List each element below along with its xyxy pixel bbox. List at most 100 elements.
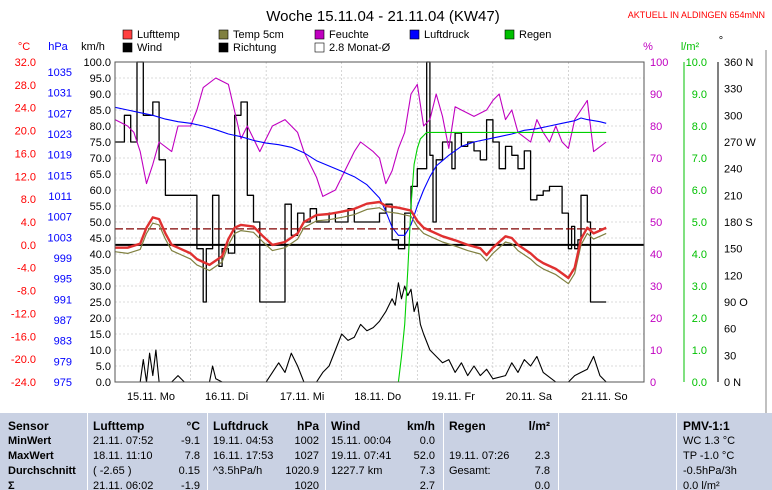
tick-pressure: 1019 [48,150,72,162]
legend-label-luftdruck: Luftdruck [424,29,470,41]
luftdruck-avg-value: 1020.9 [285,465,319,477]
pmv-windchill: WC 1.3 °C [683,435,736,447]
legend-label-lufttemp: Lufttemp [137,29,180,41]
wind-avg: 1227.7 km 7.3 [331,464,439,479]
tick-direction: 240 [724,164,742,176]
tick-temp: 8.0 [21,194,36,206]
tick-temp: 20.0 [15,126,36,138]
tick-humidity: 60 [650,185,662,197]
tick-pressure: 1003 [48,232,72,244]
tick-pressure: 987 [54,315,72,327]
luftdruck-max-time: 16.11. 17:53 [213,450,274,462]
legend-label-richtung: Richtung [233,42,276,54]
tick-pressure: 991 [54,294,72,306]
luftdruck-unit: hPa [296,419,319,433]
tick-pressure: 979 [54,356,72,368]
tick-humidity: 30 [650,281,662,293]
row-label-avg: Durchschnitt [8,465,76,477]
lufttemp-max-time: 18.11. 11:10 [93,450,153,462]
tick-wind: 25.0 [90,297,111,309]
tick-wind: 70.0 [90,153,111,165]
luftdruck-column: Luftdruck hPa 19.11. 04:53 1002 16.11. 17:… [213,419,323,490]
tick-direction: 360 N [724,57,753,69]
tick-wind: 95.0 [90,73,111,85]
regen-title: Regen [449,419,486,433]
wind-max: 19.11. 07:41 52.0 [331,449,439,464]
day-label: 19.11. Fr [432,391,476,403]
legend-label-regen: Regen [519,29,551,41]
tick-wind: 15.0 [90,329,111,341]
tick-temp: -4.0 [17,263,36,275]
regen-total-label: Gesamt: [449,465,491,477]
tick-pressure: 999 [54,253,72,265]
tick-rain: 2.0 [692,313,707,325]
regen-total: Gesamt: 7.8 [449,464,554,479]
luftdruck-sum: 1020 [213,479,323,490]
tick-direction: 300 [724,110,742,122]
tick-wind: 5.0 [96,361,111,373]
tick-pressure: 1007 [48,212,72,224]
wind-header: Wind km/h [331,419,439,434]
tick-temp: -20.0 [11,354,36,366]
tick-wind: 90.0 [90,89,111,101]
row-label-max: MaxWert [8,450,54,462]
tick-pressure: 995 [54,274,72,286]
series-temp-5cm [114,207,607,285]
weather-chart: Woche 15.11.04 - 21.11.04 (KW47) AKTUELL… [10,8,767,413]
separator [87,413,88,490]
summary-panel: Sensor MinWert MaxWert Durchschnitt Σ Lu… [0,413,772,490]
legend-swatch-wind [122,42,133,53]
lufttemp-min-time: 21.11. 07:52 [93,435,154,447]
luftdruck-max: 16.11. 17:53 1027 [213,449,323,464]
wind-max-value: 52.0 [413,450,435,462]
location-note: AKTUELL IN ALDINGEN 654mNN [628,10,765,20]
tick-wind: 50.0 [90,217,111,229]
tick-humidity: 40 [650,249,662,261]
lufttemp-avg-extra: ( -2.65 ) [93,465,132,477]
tick-wind: 10.0 [90,345,111,357]
legend-swatch-lufttemp [122,29,133,40]
day-label: 16.11. Di [205,391,248,403]
tick-wind: 85.0 [90,105,111,117]
legend-label-temp-5cm: Temp 5cm [233,29,284,41]
lufttemp-unit: °C [186,419,200,433]
tick-rain: 9.0 [692,89,707,101]
series-feuchte [114,77,607,197]
row-label-min: MinWert [8,435,52,447]
day-label: 20.11. Sa [506,391,553,403]
axis-unit-labels: °C hPa km/h% l/m² ° [18,35,723,53]
tick-temp: 4.0 [21,217,36,229]
unit-label-humidity: % [643,41,653,53]
lufttemp-max: 18.11. 11:10 7.8 [93,449,204,464]
luftdruck-trend: ^3.5hPa/h [213,465,263,477]
wind-title: Wind [331,419,361,433]
tick-humidity: 0 [650,377,656,389]
tick-rain: 3.0 [692,281,707,293]
legend-swatch-temp-5cm [218,29,229,40]
pmv-rain: 0.0 l/m² [683,480,720,490]
day-label: 18.11. Do [354,391,401,403]
legend-swatch-luftdruck [409,29,420,40]
lufttemp-avg: ( -2.65 ) 0.15 [93,464,204,479]
lufttemp-min-value: -9.1 [181,435,200,447]
pmv-dewpoint: TP -1.0 °C [683,450,735,462]
luftdruck-title: Luftdruck [213,419,269,433]
tick-pressure: 1027 [48,108,72,120]
tick-humidity: 70 [650,153,662,165]
tick-temp: 32.0 [15,57,36,69]
legend-swatch-2-8-monat [314,42,325,53]
tick-direction: 120 [724,270,742,282]
tick-humidity: 100 [650,57,668,69]
tick-direction: 0 N [724,377,741,389]
sensor-header: Sensor [8,419,49,433]
separator [558,413,559,490]
luftdruck-min-time: 19.11. 04:53 [213,435,274,447]
tick-direction: 210 [724,190,742,202]
tick-direction: 330 [724,84,742,96]
legend: Lufttemp Temp 5cm Feuchte Luftdruck Regen Win… [122,29,551,54]
luftdruck-avg: ^3.5hPa/h 1020.9 [213,464,323,479]
tick-temp: 0.0 [21,240,36,252]
tick-pressure: 1015 [48,170,72,182]
unit-label-temp: °C [18,41,30,53]
tick-direction: 270 W [724,137,756,149]
